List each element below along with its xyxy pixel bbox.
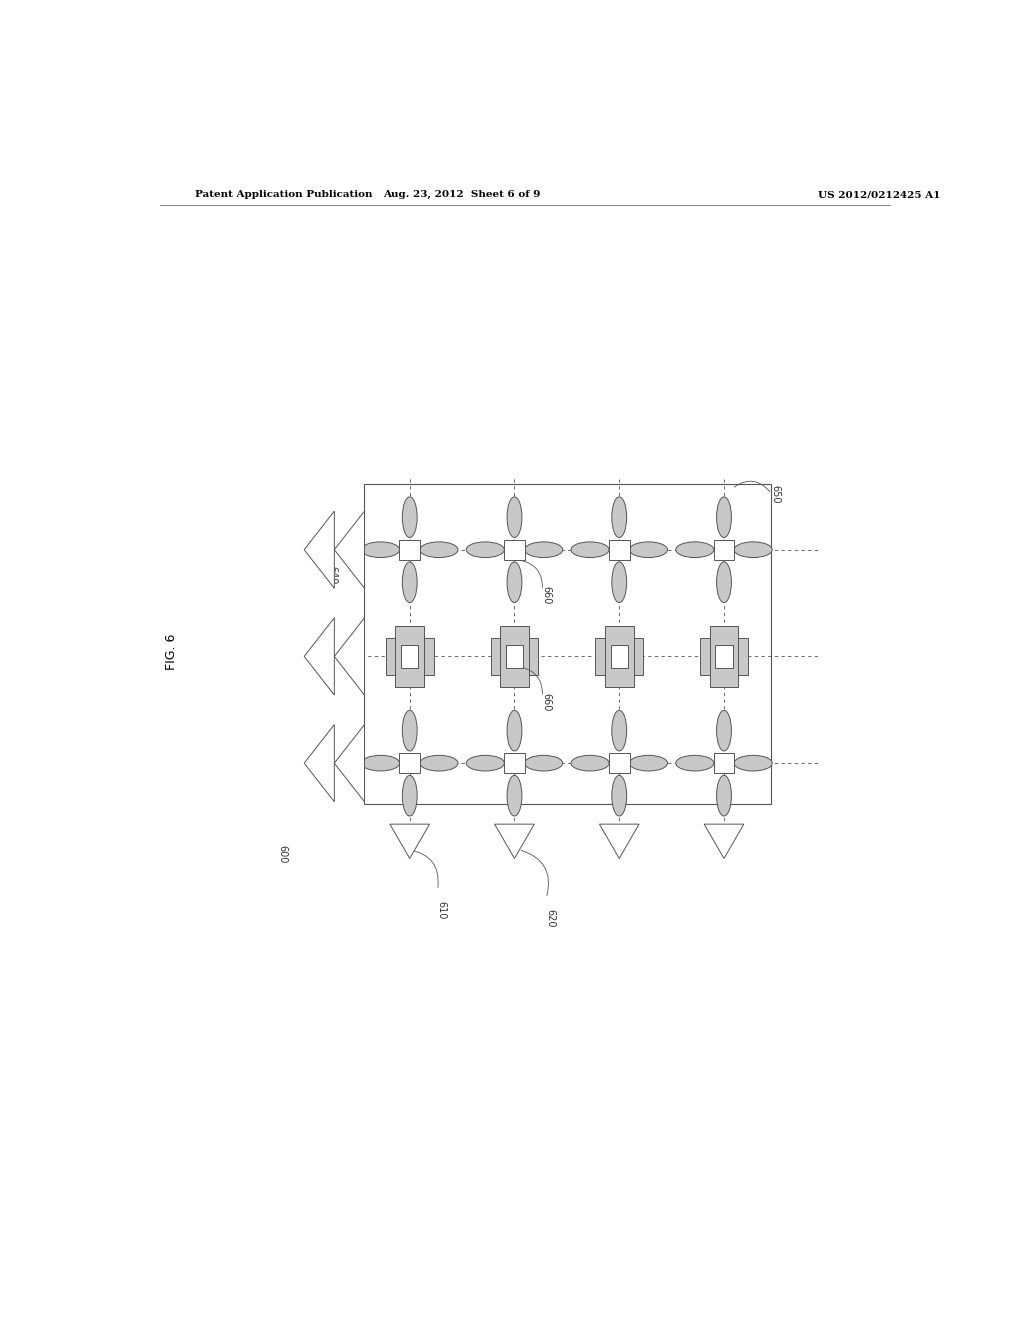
Polygon shape [334, 511, 365, 589]
Text: 640: 640 [328, 566, 338, 585]
Bar [714, 752, 734, 774]
Polygon shape [334, 725, 365, 801]
Ellipse shape [507, 562, 522, 602]
Bar [500, 626, 528, 686]
Ellipse shape [734, 755, 772, 771]
Text: 600: 600 [278, 845, 288, 863]
Polygon shape [304, 511, 334, 589]
Ellipse shape [630, 755, 668, 771]
Bar [609, 540, 630, 560]
Text: 610: 610 [436, 902, 446, 920]
Text: 660: 660 [542, 586, 551, 605]
Bar [490, 638, 539, 675]
Ellipse shape [507, 496, 522, 537]
Text: 630: 630 [347, 642, 357, 660]
Polygon shape [599, 824, 639, 858]
Ellipse shape [507, 775, 522, 816]
Ellipse shape [717, 496, 731, 537]
Ellipse shape [524, 543, 563, 557]
Bar [504, 752, 525, 774]
Bar [399, 540, 420, 560]
Text: Aug. 23, 2012  Sheet 6 of 9: Aug. 23, 2012 Sheet 6 of 9 [383, 190, 540, 199]
Ellipse shape [524, 755, 563, 771]
Text: 620: 620 [545, 909, 555, 928]
Polygon shape [304, 725, 334, 801]
Bar [399, 752, 420, 774]
Bar [609, 752, 630, 774]
Bar [610, 645, 628, 668]
Ellipse shape [466, 755, 505, 771]
Polygon shape [495, 824, 535, 858]
Bar [700, 638, 748, 675]
Ellipse shape [361, 543, 399, 557]
Bar [504, 540, 525, 560]
Bar [365, 483, 771, 804]
Ellipse shape [571, 755, 609, 771]
Bar [595, 638, 643, 675]
Ellipse shape [402, 496, 417, 537]
Bar [401, 645, 419, 668]
Ellipse shape [571, 543, 609, 557]
Ellipse shape [734, 543, 772, 557]
Text: 660: 660 [542, 693, 551, 711]
Text: 650: 650 [771, 484, 780, 503]
Bar [605, 626, 634, 686]
Ellipse shape [630, 543, 668, 557]
Ellipse shape [676, 543, 714, 557]
Ellipse shape [402, 710, 417, 751]
Bar [714, 540, 734, 560]
Text: Patent Application Publication: Patent Application Publication [196, 190, 373, 199]
Text: US 2012/0212425 A1: US 2012/0212425 A1 [818, 190, 941, 199]
Ellipse shape [402, 775, 417, 816]
Bar [715, 645, 733, 668]
Ellipse shape [717, 710, 731, 751]
Polygon shape [334, 618, 365, 696]
Bar [395, 626, 424, 686]
Ellipse shape [611, 562, 627, 602]
Ellipse shape [420, 543, 458, 557]
Ellipse shape [361, 755, 399, 771]
Ellipse shape [466, 543, 505, 557]
Ellipse shape [717, 562, 731, 602]
Ellipse shape [611, 496, 627, 537]
Ellipse shape [611, 775, 627, 816]
Ellipse shape [717, 775, 731, 816]
Ellipse shape [507, 710, 522, 751]
Bar [386, 638, 433, 675]
Polygon shape [705, 824, 743, 858]
Bar [506, 645, 523, 668]
Ellipse shape [611, 710, 627, 751]
Ellipse shape [676, 755, 714, 771]
Ellipse shape [420, 755, 458, 771]
Bar [710, 626, 738, 686]
Ellipse shape [402, 562, 417, 602]
Text: FIG. 6: FIG. 6 [165, 634, 178, 669]
Polygon shape [390, 824, 430, 858]
Polygon shape [304, 618, 334, 696]
